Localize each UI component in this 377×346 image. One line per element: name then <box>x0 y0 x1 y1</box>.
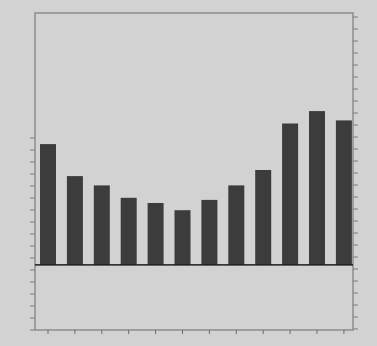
plot-frame <box>34 12 354 331</box>
right-axis-ticks <box>353 16 358 330</box>
bar <box>255 170 272 265</box>
bar <box>282 123 299 265</box>
bar <box>309 111 325 265</box>
bar <box>228 185 245 265</box>
bar <box>40 144 56 265</box>
bar <box>66 176 83 265</box>
bar <box>120 197 137 265</box>
bar <box>335 120 352 266</box>
bar <box>93 185 110 265</box>
left-axis-ticks <box>30 137 35 331</box>
bottom-axis-ticks <box>47 330 345 334</box>
bar <box>201 199 218 265</box>
bar <box>147 203 164 265</box>
bar <box>174 210 191 265</box>
bar-series <box>40 111 352 266</box>
